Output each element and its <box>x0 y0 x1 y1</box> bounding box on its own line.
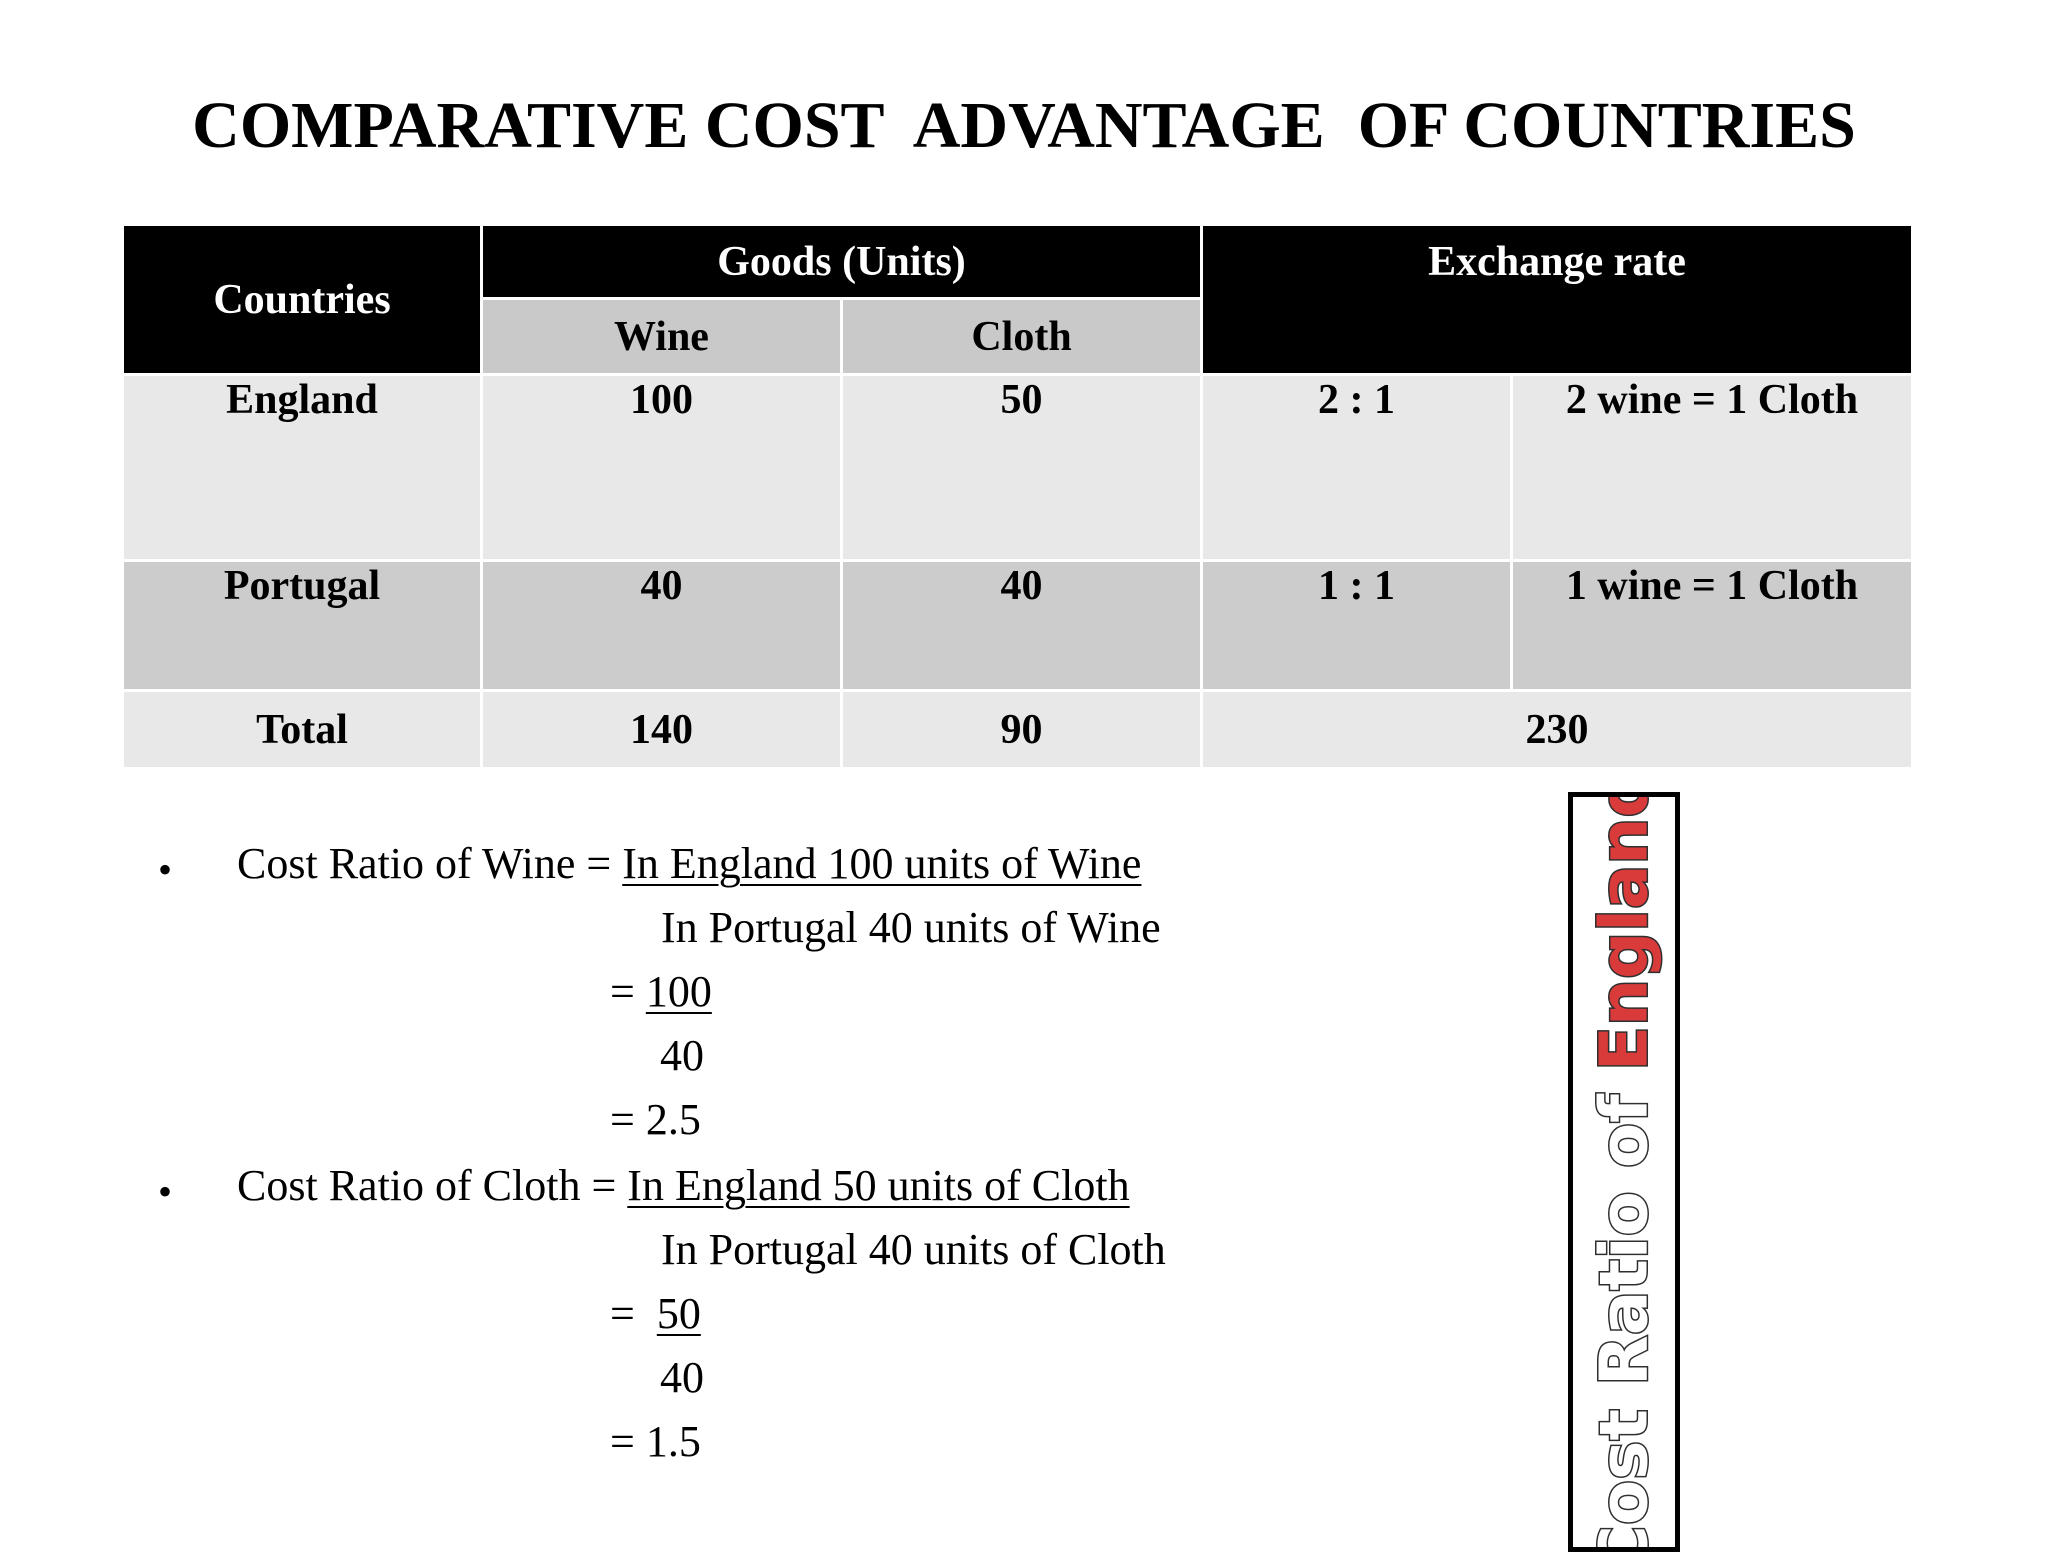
cloth-ratio-label: Cost Ratio of Cloth = <box>237 1161 628 1210</box>
total-wine: 140 <box>480 689 843 770</box>
cloth-result: = 1.5 <box>610 1417 701 1466</box>
cloth-ratio-numerator: In England 50 units of Cloth <box>627 1161 1130 1210</box>
cloth-header: Cloth <box>839 297 1204 376</box>
side-label-prefix: Cost Ratio of <box>1584 1071 1664 1552</box>
total-cloth: 90 <box>839 689 1204 770</box>
cloth-eq1-prefix: = <box>610 1289 657 1338</box>
ratio-cell: 2 : 1 <box>1200 373 1514 562</box>
cloth-eq1-numerator: 50 <box>656 1289 701 1338</box>
wine-eq1-denominator: 40 <box>660 1031 704 1080</box>
wine-ratio-line: Cost Ratio of Wine = In England 100 unit… <box>237 838 1141 889</box>
goods-header: Goods (Units) <box>479 223 1204 300</box>
cloth-ratio-line: Cost Ratio of Cloth = In England 50 unit… <box>237 1160 1130 1211</box>
total-label: Total <box>121 689 483 770</box>
wine-eq1-prefix: = <box>610 967 646 1016</box>
wine-eq1-numerator: 100 <box>645 967 712 1016</box>
total-row: Total 140 90 230 <box>121 689 1915 770</box>
wine-ratio-label: Cost Ratio of Wine = <box>237 839 623 888</box>
cloth-cell: 50 <box>839 373 1204 562</box>
comparison-table: Countries Goods (Units) Exchange rate Wi… <box>121 223 1915 770</box>
side-label: Cost Ratio of England <box>1584 792 1664 1552</box>
table-row: Portugal 40 40 1 : 1 1 wine = 1 Cloth <box>121 559 1915 692</box>
page-title: COMPARATIVE COST ADVANTAGE OF COUNTRIES <box>192 89 1856 162</box>
country-cell: England <box>121 373 483 562</box>
total-exchange: 230 <box>1200 689 1915 770</box>
side-label-accent: England <box>1584 792 1664 1073</box>
bullet-cloth: • <box>158 1169 173 1214</box>
table-row: England 100 50 2 : 1 2 wine = 1 Cloth <box>121 373 1915 562</box>
wine-header: Wine <box>480 297 843 376</box>
ratio-cell: 1 : 1 <box>1200 559 1514 692</box>
wine-ratio-denominator: In Portugal 40 units of Wine <box>661 903 1161 952</box>
cloth-cell: 40 <box>839 559 1204 692</box>
exchange-rate-header: Exchange rate <box>1200 223 1915 376</box>
country-cell: Portugal <box>121 559 483 692</box>
cloth-eq1-denominator: 40 <box>660 1353 704 1402</box>
rate-cell: 2 wine = 1 Cloth <box>1510 373 1915 562</box>
rate-cell: 1 wine = 1 Cloth <box>1510 559 1915 692</box>
wine-ratio-numerator: In England 100 units of Wine <box>622 839 1142 888</box>
cloth-eq1: = 50 <box>610 1288 701 1339</box>
wine-cell: 100 <box>480 373 843 562</box>
wine-result: = 2.5 <box>610 1095 701 1144</box>
wine-eq1: = 100 <box>610 966 712 1017</box>
countries-header: Countries <box>121 223 483 376</box>
side-label-box: Cost Ratio of England <box>1568 792 1680 1552</box>
cloth-ratio-denominator: In Portugal 40 units of Cloth <box>661 1225 1166 1274</box>
wine-cell: 40 <box>480 559 843 692</box>
bullet-wine: • <box>158 847 173 892</box>
